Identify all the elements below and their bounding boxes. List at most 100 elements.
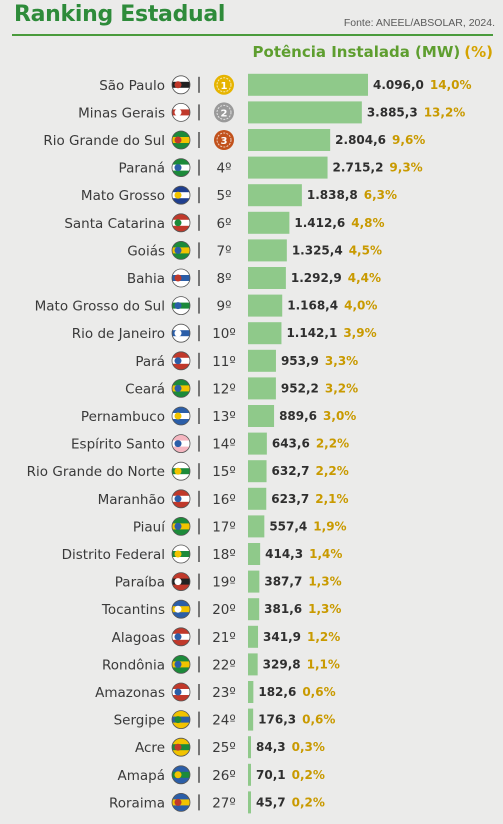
- acre-flag-icon: [171, 737, 191, 757]
- percent-label: 2,2%: [316, 464, 349, 478]
- state-label: Mato Grosso do Sul: [35, 299, 165, 315]
- rank-label: 8º: [217, 271, 232, 287]
- chart-row: Minas Gerais 2 3.885,3 13,2%: [78, 101, 465, 124]
- value-label: 1.168,4: [287, 299, 338, 313]
- pernambuco-flag-icon: [171, 406, 191, 426]
- state-label: Sergipe: [114, 713, 165, 729]
- silver-medal-icon: 2: [214, 102, 234, 123]
- rank-label: 4º: [217, 161, 232, 177]
- value-label: 329,8: [263, 657, 301, 671]
- rank-label: 6º: [217, 216, 232, 232]
- percent-label: 1,9%: [313, 519, 346, 533]
- state-label: Pará: [135, 354, 165, 370]
- bar: [248, 267, 286, 289]
- value-label: 889,6: [279, 409, 317, 423]
- state-label: Rio de Janeiro: [72, 326, 165, 342]
- chart-row: Mato Grosso do Sul 9º 1.168,4 4,0%: [35, 294, 377, 317]
- bar: [248, 681, 254, 703]
- percent-label: 0,6%: [302, 685, 335, 699]
- chart-row: Bahia 8º 1.292,9 4,4%: [127, 267, 381, 289]
- chart-row: Paraíba 19º 387,7 1,3%: [115, 570, 342, 593]
- percent-label: 1,3%: [308, 575, 341, 589]
- percent-label: 4,0%: [344, 299, 377, 313]
- value-label: 381,6: [264, 602, 302, 616]
- source-note: Fonte: ANEEL/ABSOLAR, 2024.: [343, 17, 495, 29]
- value-label: 1.325,4: [292, 243, 343, 257]
- value-label: 632,7: [272, 464, 310, 478]
- value-label: 623,7: [271, 492, 309, 506]
- chart-title: Ranking Estadual: [14, 2, 226, 27]
- bahia-flag-icon: [171, 268, 191, 288]
- distrito-federal-flag-icon: [171, 544, 191, 564]
- state-label: Pernambuco: [81, 409, 165, 425]
- rank-label: 10º: [212, 326, 236, 342]
- state-label: Piauí: [133, 519, 166, 535]
- goias-flag-icon: [171, 240, 191, 260]
- state-label: Amapá: [117, 768, 165, 784]
- state-label: Rondônia: [102, 657, 165, 673]
- amapa-flag-icon: [171, 765, 191, 785]
- percent-label: 3,3%: [325, 354, 358, 368]
- value-label: 3.885,3: [367, 105, 418, 119]
- medal-rank-label: 2: [221, 108, 228, 119]
- gold-medal-icon: 1: [214, 74, 234, 95]
- bar: [248, 405, 275, 427]
- percent-label: 3,0%: [323, 409, 356, 423]
- percent-label: 14,0%: [430, 78, 472, 92]
- bar: [248, 515, 265, 538]
- percent-label: 9,3%: [389, 161, 422, 175]
- rio-de-janeiro-flag-icon: [171, 323, 191, 343]
- alagoas-flag-icon: [171, 627, 191, 647]
- subtitle-percent-label: (%): [464, 43, 493, 61]
- state-label: Alagoas: [112, 630, 165, 646]
- percent-label: 2,2%: [316, 437, 349, 451]
- value-label: 1.292,9: [291, 271, 342, 285]
- chart-row: Paraná 4º 2.715,2 9,3%: [119, 156, 423, 179]
- value-label: 341,9: [263, 630, 301, 644]
- chart-row: Rio Grande do Sul 3 2.804,6 9,6%: [43, 129, 425, 151]
- rank-label: 15º: [212, 464, 236, 480]
- state-label: Goiás: [127, 243, 165, 259]
- percent-label: 1,4%: [309, 547, 342, 561]
- rondonia-flag-icon: [171, 655, 191, 674]
- rank-label: 13º: [212, 409, 236, 425]
- percent-label: 4,5%: [349, 243, 382, 257]
- rank-label: 27º: [212, 795, 236, 811]
- piaui-flag-icon: [171, 517, 191, 536]
- chart-row: Espírito Santo 14º 643,6 2,2%: [71, 432, 349, 455]
- amazonas-flag-icon: [171, 682, 191, 702]
- rank-label: 5º: [217, 188, 232, 204]
- state-label: Distrito Federal: [62, 547, 165, 563]
- percent-label: 4,8%: [351, 216, 384, 230]
- subtitle-label: Potência Instalada (MW): [252, 43, 461, 61]
- state-label: Bahia: [127, 271, 165, 287]
- percent-label: 1,2%: [307, 630, 340, 644]
- chart-row: Roraima 27º 45,7 0,2%: [109, 791, 325, 814]
- title-divider: [12, 34, 493, 36]
- value-label: 2.715,2: [333, 161, 384, 175]
- percent-label: 0,2%: [292, 768, 325, 782]
- ceara-flag-icon: [171, 378, 191, 398]
- state-label: Santa Catarina: [64, 216, 165, 232]
- chart-row: Pará 11º 953,9 3,3%: [135, 349, 358, 372]
- state-label: Tocantins: [101, 602, 165, 618]
- bar: [248, 763, 251, 786]
- rank-label: 7º: [217, 243, 232, 259]
- mato-grosso-flag-icon: [171, 185, 191, 205]
- state-label: Ceará: [125, 381, 165, 397]
- percent-label: 6,3%: [364, 188, 397, 202]
- chart-row: Ceará 12º 952,2 3,2%: [125, 377, 358, 400]
- percent-label: 2,1%: [315, 492, 348, 506]
- state-label: Roraima: [109, 795, 165, 811]
- percent-label: 0,3%: [292, 740, 325, 754]
- rank-label: 24º: [212, 713, 236, 729]
- state-label: Mato Grosso: [81, 188, 165, 204]
- value-label: 182,6: [258, 685, 296, 699]
- rank-label: 20º: [212, 602, 236, 618]
- sergipe-flag-icon: [171, 710, 191, 729]
- chart-row: Amazonas 23º 182,6 0,6%: [95, 681, 336, 703]
- minas-gerais-flag-icon: [171, 103, 191, 122]
- rank-label: 12º: [212, 381, 236, 397]
- chart-row: Acre 25º 84,3 0,3%: [135, 736, 325, 759]
